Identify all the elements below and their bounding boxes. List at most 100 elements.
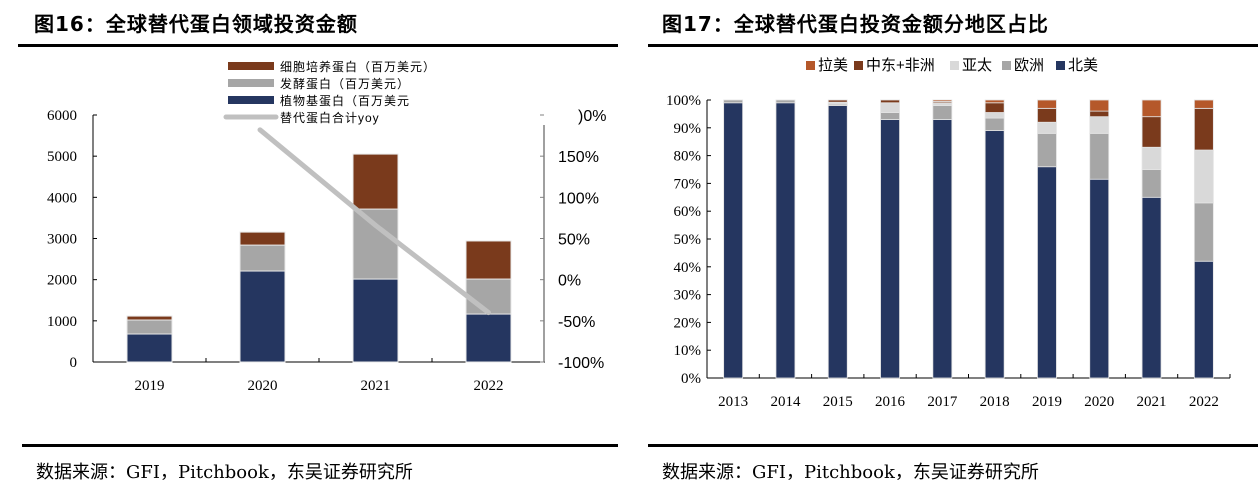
bar-segment-apac <box>1141 146 1162 170</box>
bar-segment-north_america <box>1141 196 1162 379</box>
legend-label: 欧洲 <box>1014 57 1044 74</box>
bar-segment-europe <box>984 117 1005 131</box>
bar-segment-cultivated <box>465 240 512 280</box>
bar-segment-north_america <box>932 119 953 379</box>
bar-segment-europe <box>880 112 900 120</box>
y-tick-label: 50% <box>674 232 702 248</box>
y-tick-label-left: 6000 <box>47 108 77 124</box>
bar-segment-mea <box>1141 116 1162 148</box>
x-tick-label: 2018 <box>980 394 1010 410</box>
y-tick-label: 100% <box>666 93 701 109</box>
bar-segment-cultivated <box>352 153 399 210</box>
legend-label: 中东+非洲 <box>866 57 935 74</box>
bar-segment-mea <box>1037 107 1057 123</box>
x-tick-label: 2019 <box>1032 394 1062 410</box>
x-tick-label: 2020 <box>1084 394 1114 410</box>
y-tick-label-left: 0 <box>70 355 78 371</box>
bar-segment-apac <box>1089 116 1110 134</box>
bar-segment-latam <box>984 99 1005 104</box>
legend-swatch-fermentation <box>228 79 274 87</box>
bar-segment-fermentation <box>126 319 173 335</box>
bar-segment-north_america <box>827 105 848 379</box>
bar-segment-latam <box>1141 99 1162 118</box>
y-tick-label: 20% <box>674 315 702 331</box>
x-tick-label: 2021 <box>1137 394 1167 410</box>
title-rule <box>648 44 1258 47</box>
bar-segment-plant <box>239 270 286 363</box>
bar-segment-latam <box>1037 99 1057 109</box>
bar-segment-mea <box>1193 107 1214 151</box>
legend-swatch-north_america <box>1056 61 1065 70</box>
bar-segment-apac <box>932 102 953 106</box>
bar-segment-cultivated <box>239 231 286 246</box>
y-tick-label: 80% <box>674 149 702 165</box>
y-tick-label: 10% <box>674 343 702 359</box>
y-tick-label-left: 3000 <box>47 232 77 248</box>
bar-segment-plant <box>126 333 173 363</box>
bar-segment-europe <box>1193 202 1214 262</box>
bar-segment-europe <box>1089 132 1110 180</box>
y-tick-label: 90% <box>674 121 702 137</box>
bar-segment-north_america <box>1089 178 1110 379</box>
bar-segment-mea <box>827 99 848 103</box>
figure-17-title: 图17：全球替代蛋白投资金额分地区占比 <box>662 12 1049 36</box>
legend-label: 发酵蛋白（百万美元） <box>280 76 410 91</box>
y-tick-label-left: 2000 <box>47 273 77 289</box>
y-tick-label-left: 5000 <box>47 149 77 165</box>
x-tick-label: 2015 <box>823 394 853 410</box>
figure-16-source: 数据来源：GFI，Pitchbook，东吴证券研究所 <box>36 462 413 483</box>
bar-segment-apac <box>1037 121 1057 134</box>
bar-segment-north_america <box>775 102 796 379</box>
y-tick-label: 30% <box>674 288 702 304</box>
y-tick-label-left: 1000 <box>47 314 77 330</box>
x-tick-label: 2021 <box>361 378 391 394</box>
legend-label: 植物基蛋白（百万美元 <box>280 93 410 108</box>
source-rule <box>22 444 618 447</box>
y-tick-label: 70% <box>674 176 702 192</box>
y-tick-label: 40% <box>674 260 702 276</box>
y-tick-label-right: -100% <box>558 355 604 372</box>
y-tick-label-right: 0% <box>558 273 581 290</box>
title-rule <box>18 44 618 47</box>
bar-segment-latam <box>932 99 953 102</box>
investment-stacked-bar-chart: 0 1000 2000 3000 4000 5000 6000 -100% -50% 0% 50% 1… <box>47 59 606 394</box>
y-tick-label-right: 150% <box>558 149 599 166</box>
legend-label: 拉美 <box>818 57 848 74</box>
x-tick-label: 2016 <box>875 394 906 410</box>
bar-segment-apac <box>880 102 900 113</box>
bar-segment-europe <box>932 105 953 120</box>
bar-segment-apac <box>984 112 1005 119</box>
bar-segment-plant <box>465 313 512 363</box>
y-tick-label-right: )0% <box>578 108 606 125</box>
y-tick-label-right: 100% <box>558 190 599 207</box>
yoy-line <box>257 127 491 316</box>
figure-16-title: 图16：全球替代蛋白领域投资金额 <box>34 12 358 36</box>
legend-swatch-apac <box>950 61 959 70</box>
legend-swatch-latam <box>806 61 815 70</box>
x-tick-label: 2019 <box>135 378 165 394</box>
bar-segment-mea <box>880 99 900 104</box>
region-share-stacked-bar-chart: 0% 10% 20% 30% 40% 50% 60% 70% 80% 90% 100% 2013 201… <box>666 57 1231 410</box>
bar-segment-mea <box>1089 110 1110 118</box>
x-tick-label: 2022 <box>474 378 504 394</box>
bar-segment-europe <box>1037 132 1057 168</box>
x-tick-label: 2014 <box>770 394 801 410</box>
x-tick-label: 2013 <box>718 394 748 410</box>
x-tick-label: 2020 <box>248 378 278 394</box>
legend-swatch-plant <box>228 96 274 104</box>
figure-17-source: 数据来源：GFI，Pitchbook，东吴证券研究所 <box>662 462 1039 483</box>
legend-swatch-mea <box>854 61 863 70</box>
y-tick-label: 0% <box>681 371 701 387</box>
y-tick-label-left: 4000 <box>47 190 77 206</box>
bar-segment-europe <box>1141 169 1162 198</box>
bar-segment-europe <box>723 99 744 104</box>
bar-segment-north_america <box>1037 166 1057 379</box>
x-tick-label: 2022 <box>1189 394 1219 410</box>
legend-swatch-europe <box>1002 61 1011 70</box>
bar-segment-north_america <box>984 130 1005 379</box>
y-tick-label: 60% <box>674 204 702 220</box>
bar-segment-latam <box>1089 99 1110 112</box>
legend-swatch-cultivated <box>228 62 274 70</box>
bar-segment-fermentation <box>352 208 399 280</box>
y-tick-label-right: 50% <box>558 232 590 249</box>
